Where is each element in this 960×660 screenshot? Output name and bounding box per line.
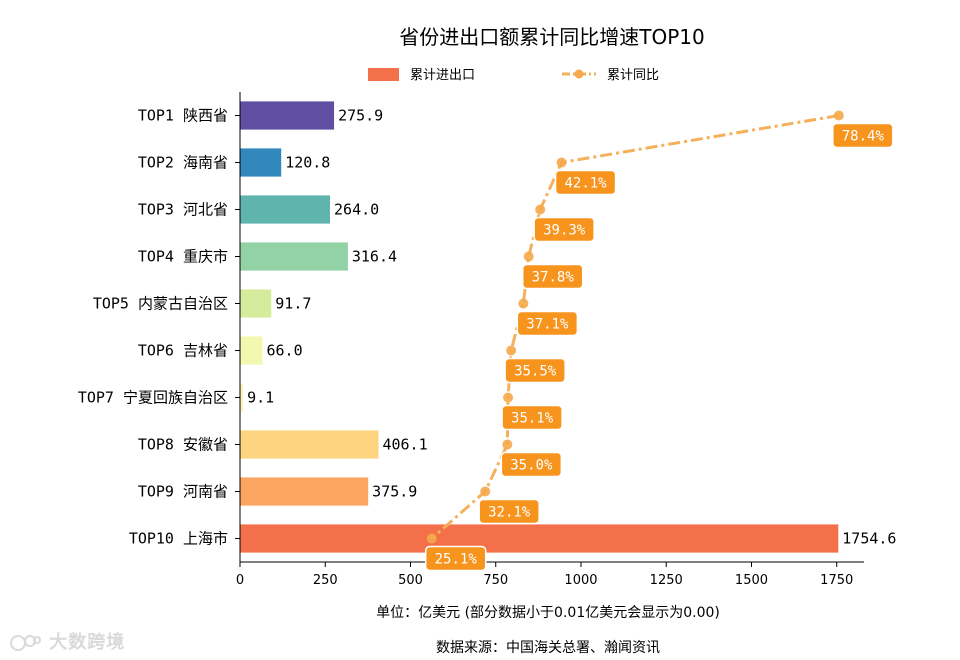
bar [240, 101, 335, 130]
x-tick-label: 250 [313, 573, 338, 588]
bar [240, 148, 282, 177]
bar-value-label: 9.1 [247, 389, 274, 407]
bar-value-label: 264.0 [334, 201, 379, 219]
x-tick-label: 1750 [820, 573, 853, 588]
bar-value-label: 316.4 [352, 248, 397, 266]
yoy-marker [833, 110, 844, 121]
yoy-label-box [554, 169, 617, 196]
yoy-label-box [516, 310, 579, 337]
yoy-value-label: 39.3% [543, 223, 586, 239]
x-tick-label: 500 [398, 573, 423, 588]
yoy-marker [502, 439, 513, 450]
bar-value-label: 91.7 [275, 295, 311, 313]
category-label: TOP10 上海市 [129, 530, 228, 548]
x-tick-label: 1500 [735, 573, 768, 588]
category-label: TOP5 内蒙古自治区 [93, 295, 228, 313]
yoy-label-box [500, 451, 563, 478]
yoy-value-label: 37.8% [532, 270, 575, 286]
yoy-label-box [424, 545, 487, 572]
legend-line-label: 累计同比 [607, 68, 659, 83]
x-tick-label: 1000 [564, 573, 597, 588]
yoy-marker [523, 251, 534, 262]
yoy-marker [426, 533, 437, 544]
x-tick-label: 750 [483, 573, 508, 588]
x-tick-label: 1250 [650, 573, 683, 588]
yoy-value-label: 35.0% [510, 458, 553, 474]
legend: 累计进出口 累计同比 [368, 68, 659, 83]
yoy-value-label: 78.4% [842, 129, 885, 145]
plot-area: 275.9 TOP1 陕西省 120.8 TOP2 海南省 264.0 TOP3 河北省 3… [78, 92, 896, 588]
legend-bar-label: 累计进出口 [410, 68, 475, 83]
yoy-marker [518, 298, 529, 309]
yoy-marker [480, 486, 491, 497]
bar [240, 524, 839, 553]
category-label: TOP8 安徽省 [138, 436, 228, 454]
category-label: TOP6 吉林省 [138, 342, 228, 360]
bar [240, 477, 369, 506]
yoy-marker [535, 204, 546, 215]
bar-value-label: 275.9 [338, 107, 383, 125]
yoy-marker [506, 345, 517, 356]
chart-title: 省份进出口额累计同比增速TOP10 [399, 25, 704, 49]
bar-value-label: 406.1 [382, 436, 427, 454]
yoy-marker [556, 157, 567, 168]
bar-value-label: 66.0 [267, 342, 303, 360]
source-note: 数据来源：中国海关总署、瀚闻资讯 [436, 640, 660, 656]
x-axis-label: 单位：亿美元 (部分数据小于0.01亿美元会显示为0.00) [376, 605, 720, 621]
yoy-value-label: 42.1% [564, 176, 607, 192]
yoy-value-label: 37.1% [526, 317, 569, 333]
yoy-value-label: 35.1% [511, 411, 554, 427]
bar [240, 289, 272, 318]
bar [240, 242, 348, 271]
bar [240, 336, 263, 365]
x-tick-label: 0 [236, 573, 244, 588]
yoy-value-label: 35.5% [514, 364, 557, 380]
yoy-label-box [533, 216, 595, 243]
category-label: TOP1 陕西省 [138, 107, 228, 125]
bar [240, 430, 379, 459]
bar-value-label: 375.9 [372, 483, 417, 501]
legend-line-marker [574, 69, 584, 79]
yoy-label-box [478, 498, 540, 525]
yoy-line [430, 114, 840, 540]
category-label: TOP7 宁夏回族自治区 [78, 389, 228, 407]
yoy-value-label: 25.1% [435, 552, 478, 568]
category-label: TOP4 重庆市 [138, 248, 228, 266]
watermark: 大数跨境 [8, 628, 125, 654]
yoy-label-box [504, 357, 566, 384]
category-label: TOP9 河南省 [138, 483, 228, 501]
category-label: TOP3 河北省 [138, 201, 228, 219]
legend-bar-swatch [368, 68, 399, 81]
yoy-label-box [521, 263, 584, 290]
yoy-value-label: 32.1% [488, 505, 531, 521]
yoy-marker [503, 392, 514, 403]
category-label: TOP2 海南省 [138, 154, 228, 172]
bar [240, 195, 331, 224]
bar-value-label: 1754.6 [842, 530, 896, 548]
yoy-label-box [501, 404, 563, 431]
watermark-logo-icon [10, 635, 41, 651]
watermark-text: 大数跨境 [49, 632, 126, 653]
yoy-label-box [832, 122, 894, 149]
bar-value-label: 120.8 [285, 154, 330, 172]
bar [240, 383, 244, 412]
